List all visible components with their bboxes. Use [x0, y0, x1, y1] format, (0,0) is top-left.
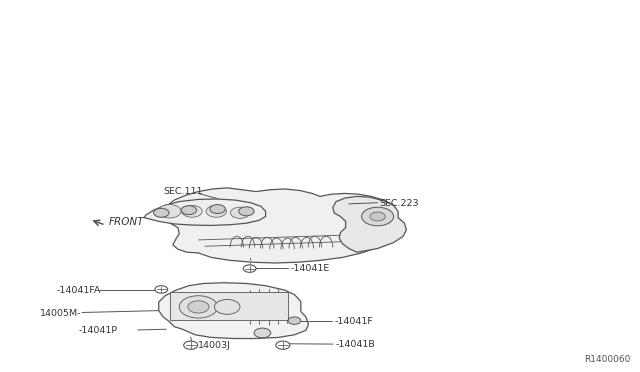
Circle shape — [362, 207, 394, 226]
Circle shape — [155, 286, 168, 293]
Circle shape — [158, 205, 181, 218]
Circle shape — [214, 299, 240, 314]
Bar — [170, 292, 288, 320]
Polygon shape — [333, 196, 406, 252]
Text: -14041E: -14041E — [291, 264, 330, 273]
Circle shape — [188, 301, 209, 313]
Circle shape — [370, 212, 385, 221]
Circle shape — [276, 341, 290, 349]
Circle shape — [179, 296, 218, 318]
Circle shape — [206, 205, 227, 217]
Text: R1400060: R1400060 — [584, 355, 630, 364]
Text: -14041P: -14041P — [78, 326, 117, 335]
Text: 14005M-: 14005M- — [40, 309, 81, 318]
Polygon shape — [144, 199, 266, 225]
Polygon shape — [159, 283, 308, 339]
Circle shape — [230, 207, 250, 218]
Text: -14041F: -14041F — [334, 317, 373, 326]
Circle shape — [243, 265, 256, 272]
Circle shape — [154, 208, 169, 217]
Polygon shape — [163, 188, 404, 263]
Text: SEC.223: SEC.223 — [380, 199, 419, 208]
Text: 14003J: 14003J — [198, 341, 231, 350]
Text: FRONT: FRONT — [109, 217, 144, 227]
Circle shape — [254, 328, 271, 338]
Circle shape — [288, 317, 301, 324]
Circle shape — [210, 205, 225, 214]
Circle shape — [182, 205, 202, 217]
Text: -14041B: -14041B — [335, 340, 375, 349]
Circle shape — [239, 207, 254, 216]
Circle shape — [184, 341, 198, 349]
Circle shape — [181, 206, 196, 215]
Text: -14041FA: -14041FA — [56, 286, 100, 295]
Text: SEC.111: SEC.111 — [163, 187, 203, 196]
